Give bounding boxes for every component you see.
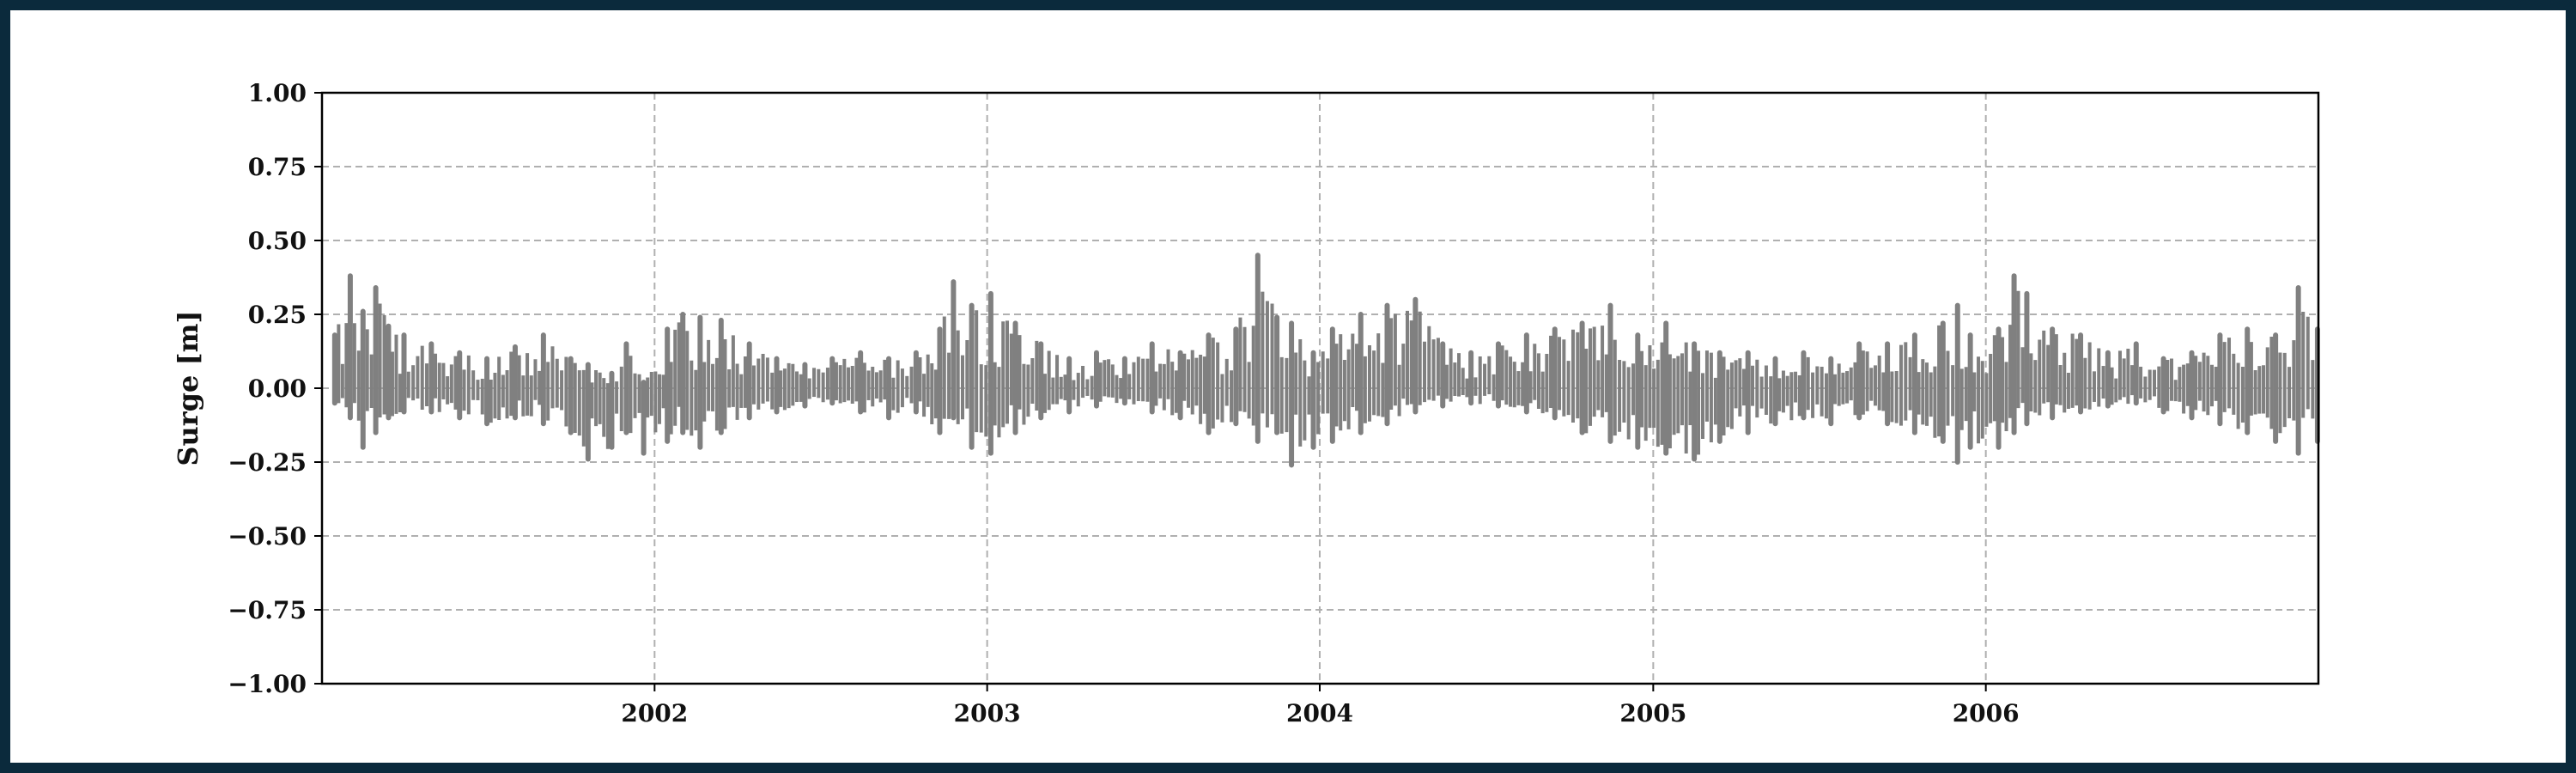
- y-tick-label: −0.50: [228, 522, 307, 551]
- y-tick-label: 0.75: [248, 153, 307, 181]
- x-axis: 2002 2003 2004 2005 2006: [621, 684, 2020, 727]
- surge-chart: 1.00 0.75 0.50 0.25 0.00 −0.25 −0.50 −0.75 −1.00…: [172, 79, 2320, 727]
- y-tick-label: −0.25: [228, 448, 307, 477]
- y-axis: 1.00 0.75 0.50 0.25 0.00 −0.25 −0.50 −0.75 −1.00: [228, 79, 322, 698]
- y-tick-label: 0.00: [248, 374, 307, 403]
- x-tick-label: 2004: [1286, 699, 1353, 727]
- y-tick-label: 0.25: [248, 301, 307, 329]
- y-tick-label: 1.00: [248, 79, 307, 107]
- x-tick-label: 2003: [954, 699, 1021, 727]
- x-tick-label: 2005: [1619, 699, 1686, 727]
- y-axis-label: Surge [m]: [172, 310, 204, 466]
- y-tick-label: −0.75: [228, 596, 307, 624]
- y-tick-label: 0.50: [248, 227, 307, 255]
- x-tick-label: 2006: [1953, 699, 2020, 727]
- y-tick-label: −1.00: [228, 670, 307, 698]
- chart-frame: 1.00 0.75 0.50 0.25 0.00 −0.25 −0.50 −0.75 −1.00…: [10, 10, 2566, 763]
- x-tick-label: 2002: [621, 699, 688, 727]
- data-series: [331, 253, 2320, 468]
